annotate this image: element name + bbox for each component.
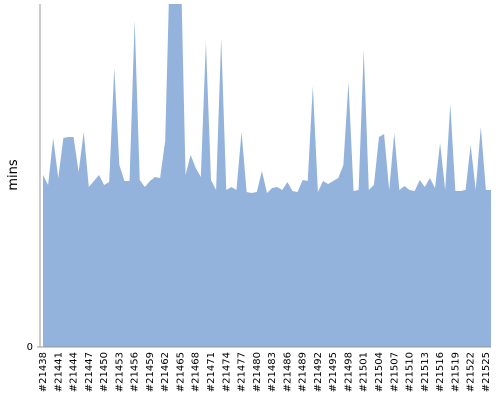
x-tick-label: #21516 — [435, 352, 446, 392]
x-tick-label: #21522 — [466, 352, 477, 392]
x-tick-label: #21441 — [53, 352, 64, 392]
x-tick-label: #21444 — [69, 352, 80, 392]
x-tick-label: #21492 — [313, 352, 324, 392]
x-tick-label: #21507 — [389, 352, 400, 392]
x-tick-label: #21513 — [420, 352, 431, 392]
x-tick-label: #21459 — [145, 352, 156, 392]
x-tick-label: #21480 — [252, 352, 263, 392]
x-tick-label: #21519 — [450, 352, 461, 392]
x-tick-label: #21450 — [99, 352, 110, 392]
y-axis-label: mins — [6, 159, 21, 191]
x-tick-label: #21477 — [237, 352, 248, 392]
x-tick-label: #21438 — [38, 352, 49, 392]
x-tick-label: #21501 — [359, 352, 370, 392]
x-tick-label: #21495 — [328, 352, 339, 392]
x-tick-label: #21447 — [84, 352, 95, 392]
x-tick-label: #21510 — [405, 352, 416, 392]
x-tick-label: #21483 — [267, 352, 278, 392]
x-tick-label: #21474 — [221, 352, 232, 392]
x-tick-label: #21486 — [282, 352, 293, 392]
area — [43, 4, 491, 347]
x-tick-label: #21468 — [191, 352, 202, 392]
y-tick-label: 0 — [27, 342, 33, 353]
x-tick-label: #21453 — [114, 352, 125, 392]
x-tick-label: #21462 — [160, 352, 171, 392]
x-tick-label: #21489 — [298, 352, 309, 392]
x-tick-label: #21465 — [175, 352, 186, 392]
x-tick-label: #21525 — [481, 352, 492, 392]
x-tick-label: #21504 — [374, 352, 385, 392]
plot-area — [43, 4, 491, 347]
x-tick-label: #21498 — [343, 352, 354, 392]
x-tick-label: #21456 — [130, 352, 141, 392]
x-tick-label: #21471 — [206, 352, 217, 392]
